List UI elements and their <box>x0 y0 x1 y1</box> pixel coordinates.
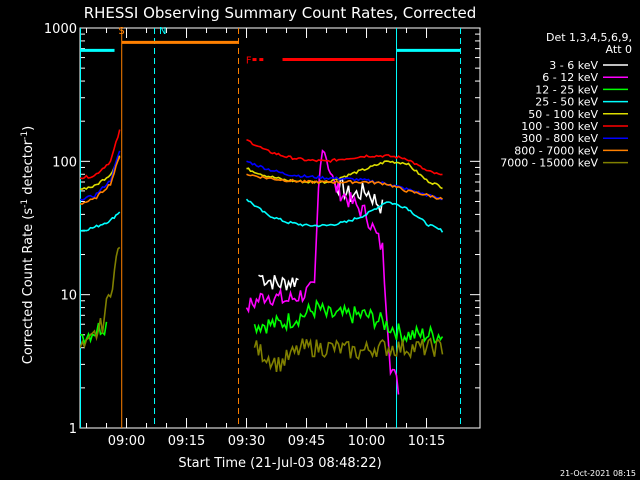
plot-area <box>79 27 481 429</box>
series-line <box>80 129 443 180</box>
segment-label-N: N <box>159 26 166 37</box>
series-path <box>80 129 121 180</box>
series-path <box>80 246 121 349</box>
legend-label: 25 - 50 keV <box>535 96 598 109</box>
legend-label: 50 - 100 keV <box>528 108 598 121</box>
x-tick-label: 09:00 <box>108 434 145 449</box>
series-path <box>258 274 299 291</box>
series-path <box>246 139 443 176</box>
plot-frame <box>79 27 481 429</box>
y-axis-label: Corrected Count Rate (s-1 detector-1) <box>20 126 36 364</box>
y-tick-label: 10 <box>60 289 77 304</box>
series-line <box>80 198 444 233</box>
series-lines <box>80 129 444 395</box>
x-tick-label: 10:15 <box>408 434 445 449</box>
x-tick-label: 09:30 <box>228 434 265 449</box>
legend-label: 300 - 800 keV <box>521 132 598 145</box>
series-line <box>245 149 400 395</box>
segment-label-F: F <box>246 56 252 67</box>
legend-label: 12 - 25 keV <box>535 83 598 96</box>
legend-header-line2: Att 0 <box>606 43 632 56</box>
y-tick-label: 1000 <box>44 22 77 37</box>
series-line <box>80 156 443 205</box>
series-line <box>258 177 384 291</box>
x-axis-label: Start Time (21-Jul-03 08:48:22) <box>178 456 381 471</box>
y-tick-label: 100 <box>52 155 77 170</box>
series-path <box>246 173 443 200</box>
series-line <box>80 246 444 373</box>
series-path <box>245 198 444 233</box>
series-line <box>80 150 443 201</box>
observing-segments: S N F <box>80 26 462 428</box>
series-path <box>80 156 121 205</box>
series-path <box>80 150 121 201</box>
x-tick-label: 09:15 <box>168 434 205 449</box>
legend-label: 800 - 7000 keV <box>514 144 598 157</box>
chart-title: RHESSI Observing Summary Count Rates, Co… <box>84 4 477 22</box>
x-tick-label: 09:45 <box>288 434 325 449</box>
legend-label: 100 - 300 keV <box>521 120 598 133</box>
series-path <box>246 160 443 190</box>
x-axis: 09:00 09:15 09:30 09:45 10:00 10:15 <box>86 28 445 449</box>
series-path <box>245 149 400 395</box>
legend-label: 7000 - 15000 keV <box>500 157 598 170</box>
footer-date: 21-Oct-2021 08:15 <box>560 469 636 478</box>
series-path <box>80 211 121 232</box>
legend-label: 3 - 6 keV <box>549 59 598 72</box>
x-tick-label: 10:00 <box>348 434 385 449</box>
series-path <box>253 337 444 373</box>
segment-label-S: S <box>118 26 124 37</box>
y-tick-label: 1 <box>69 422 77 437</box>
legend-header-line1: Det 1,3,4,5,6,9, <box>546 31 632 44</box>
legend-label: 6 - 12 keV <box>542 71 598 84</box>
series-path <box>333 177 384 214</box>
series-path <box>253 298 444 344</box>
y-axis: 1 10 100 1000 <box>44 22 480 437</box>
series-path <box>246 160 443 201</box>
